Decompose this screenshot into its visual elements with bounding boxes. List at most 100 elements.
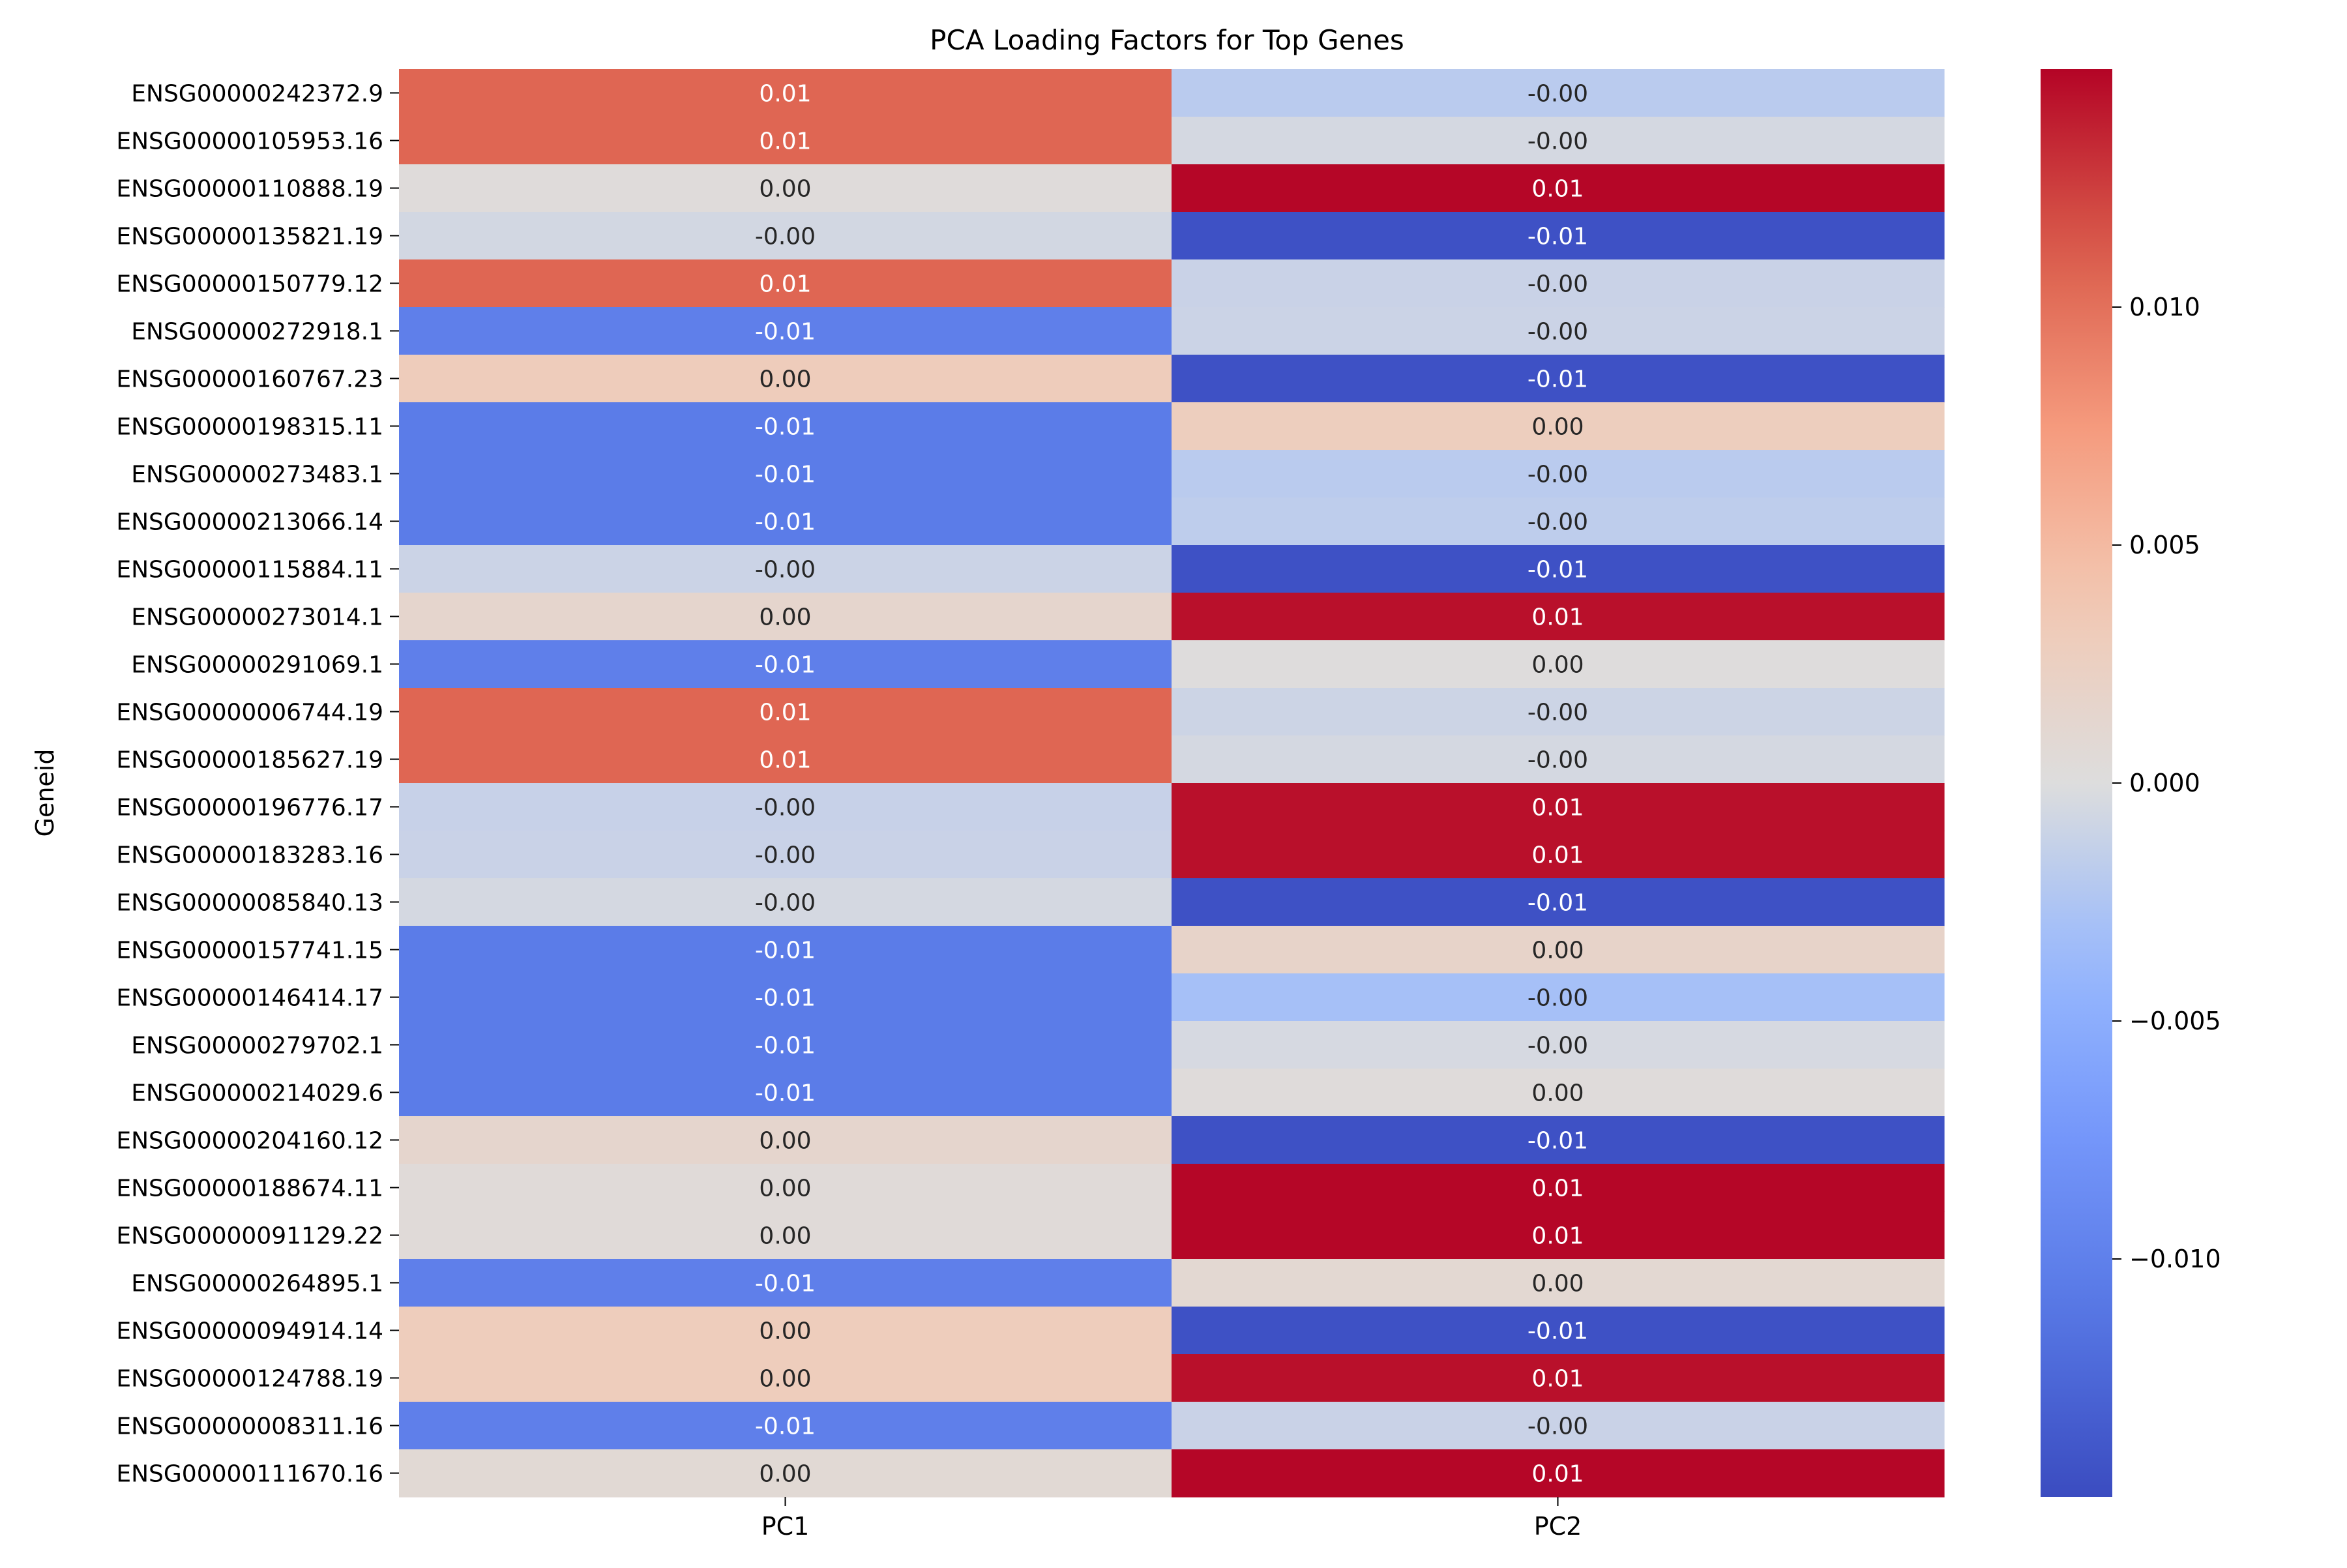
y-tick-label: ENSG00000150779.12 xyxy=(116,271,383,298)
cell-value-label: 0.01 xyxy=(1531,1223,1584,1250)
cell-value-label: 0.00 xyxy=(759,1223,811,1250)
heatmap-cell xyxy=(1172,926,1945,974)
heatmap-cell xyxy=(399,1069,1172,1117)
heatmap-cell xyxy=(1172,1402,1945,1450)
y-tick-label: ENSG00000091129.22 xyxy=(116,1223,383,1250)
cell-value-label: 0.00 xyxy=(1531,652,1584,679)
cell-value-label: -0.00 xyxy=(755,890,816,917)
colorbar-tick-label: −0.010 xyxy=(2129,1245,2221,1273)
y-tick-label: ENSG00000105953.16 xyxy=(116,128,383,155)
y-tick-label: ENSG00000094914.14 xyxy=(116,1318,383,1345)
y-tick-label: ENSG00000273483.1 xyxy=(131,462,383,488)
cell-value-label: 0.00 xyxy=(1531,414,1584,441)
y-tick-label: ENSG00000115884.11 xyxy=(116,557,383,584)
heatmap-cell xyxy=(1172,593,1945,641)
cell-value-label: -0.01 xyxy=(1528,366,1588,393)
cell-value-label: 0.01 xyxy=(759,700,811,726)
cell-value-label: -0.01 xyxy=(755,414,816,441)
y-tick-label: ENSG00000160767.23 xyxy=(116,366,383,393)
y-tick-label: ENSG00000085840.13 xyxy=(116,890,383,917)
cell-value-label: 0.00 xyxy=(759,1176,811,1202)
heatmap-cell xyxy=(1172,783,1945,831)
cell-value-label: -0.00 xyxy=(1528,1033,1588,1059)
heatmap-cell xyxy=(1172,259,1945,308)
y-tick-label: ENSG00000124788.19 xyxy=(116,1366,383,1393)
colorbar-tick-label: 0.000 xyxy=(2129,769,2200,797)
y-tick-label: ENSG00000111670.16 xyxy=(116,1461,383,1488)
cell-value-label: -0.01 xyxy=(1528,224,1588,250)
cell-value-label: 0.00 xyxy=(759,604,811,631)
heatmap-cell xyxy=(399,545,1172,593)
cell-value-label: -0.00 xyxy=(1528,271,1588,298)
cell-value-label: -0.01 xyxy=(1528,890,1588,917)
colorbar-tick-label: 0.005 xyxy=(2129,531,2200,559)
x-tick-label: PC2 xyxy=(1534,1512,1582,1541)
x-axis-ticks: PC1 PC2 xyxy=(761,1497,1582,1541)
cell-value-label: 0.00 xyxy=(759,1461,811,1488)
y-axis-label: Geneid xyxy=(31,749,59,837)
cell-value-label: -0.01 xyxy=(755,319,816,346)
cell-value-label: -0.01 xyxy=(755,1413,816,1440)
cell-value-label: 0.01 xyxy=(759,747,811,774)
heatmap-cell xyxy=(399,259,1172,308)
heatmap-cell xyxy=(1172,117,1945,165)
heatmap-cell xyxy=(1172,831,1945,879)
cell-value-label: 0.01 xyxy=(1531,1366,1584,1393)
cell-value-label: -0.00 xyxy=(1528,1413,1588,1440)
heatmap-cell xyxy=(399,69,1172,117)
heatmap-cell xyxy=(399,640,1172,688)
heatmap-cell xyxy=(1172,1354,1945,1402)
y-tick-label: ENSG00000185627.19 xyxy=(116,747,383,774)
cell-value-label: -0.01 xyxy=(1528,557,1588,584)
cell-value-label: 0.00 xyxy=(759,176,811,203)
heatmap-cell xyxy=(399,831,1172,879)
heatmap-cell xyxy=(399,402,1172,451)
heatmap-cell xyxy=(1172,1021,1945,1069)
cell-value-label: -0.00 xyxy=(1528,985,1588,1012)
heatmap-cell xyxy=(399,212,1172,260)
cell-value-label: -0.01 xyxy=(755,938,816,964)
y-tick-label: ENSG00000110888.19 xyxy=(116,176,383,203)
y-tick-label: ENSG00000146414.17 xyxy=(116,985,383,1012)
y-tick-label: ENSG00000198315.11 xyxy=(116,414,383,441)
cell-value-label: 0.00 xyxy=(1531,1080,1584,1107)
heatmap-cell xyxy=(1172,1164,1945,1212)
heatmap-cell xyxy=(399,1402,1172,1450)
heatmap-cell xyxy=(1172,973,1945,1022)
y-tick-label: ENSG00000291069.1 xyxy=(131,652,383,679)
cell-value-label: -0.01 xyxy=(1528,1318,1588,1345)
heatmap-cell xyxy=(1172,1259,1945,1307)
cell-value-label: -0.00 xyxy=(755,224,816,250)
y-tick-label: ENSG00000272918.1 xyxy=(131,319,383,346)
cell-value-label: -0.00 xyxy=(1528,509,1588,536)
heatmap-cell xyxy=(399,1164,1172,1212)
heatmap-cell xyxy=(399,593,1172,641)
y-tick-label: ENSG00000183283.16 xyxy=(116,842,383,869)
heatmap-cell xyxy=(1172,688,1945,736)
colorbar-gradient xyxy=(2041,69,2112,1497)
heatmap-cell xyxy=(1172,1116,1945,1164)
cell-value-label: -0.00 xyxy=(1528,700,1588,726)
heatmap-cell xyxy=(399,1116,1172,1164)
heatmap-cell xyxy=(1172,878,1945,926)
y-tick-label: ENSG00000213066.14 xyxy=(116,509,383,536)
heatmap-cell xyxy=(399,1021,1172,1069)
heatmap-cell xyxy=(399,783,1172,831)
cell-value-label: 0.00 xyxy=(1531,1271,1584,1297)
cell-value-label: 0.01 xyxy=(1531,795,1584,821)
cell-value-label: 0.01 xyxy=(1531,176,1584,203)
cell-value-label: -0.01 xyxy=(755,1080,816,1107)
heatmap-cell xyxy=(399,1307,1172,1355)
y-tick-label: ENSG00000006744.19 xyxy=(116,700,383,726)
cell-value-label: 0.00 xyxy=(759,1366,811,1393)
cell-value-label: 0.01 xyxy=(1531,604,1584,631)
cell-value-label: 0.01 xyxy=(1531,1461,1584,1488)
heatmap-cell xyxy=(1172,212,1945,260)
heatmap-cell xyxy=(1172,1449,1945,1498)
heatmap-cell xyxy=(1172,497,1945,546)
heatmap-cell xyxy=(1172,1307,1945,1355)
heatmap-cell xyxy=(399,1259,1172,1307)
heatmap-cell xyxy=(399,307,1172,355)
x-tick-label: PC1 xyxy=(761,1512,810,1541)
